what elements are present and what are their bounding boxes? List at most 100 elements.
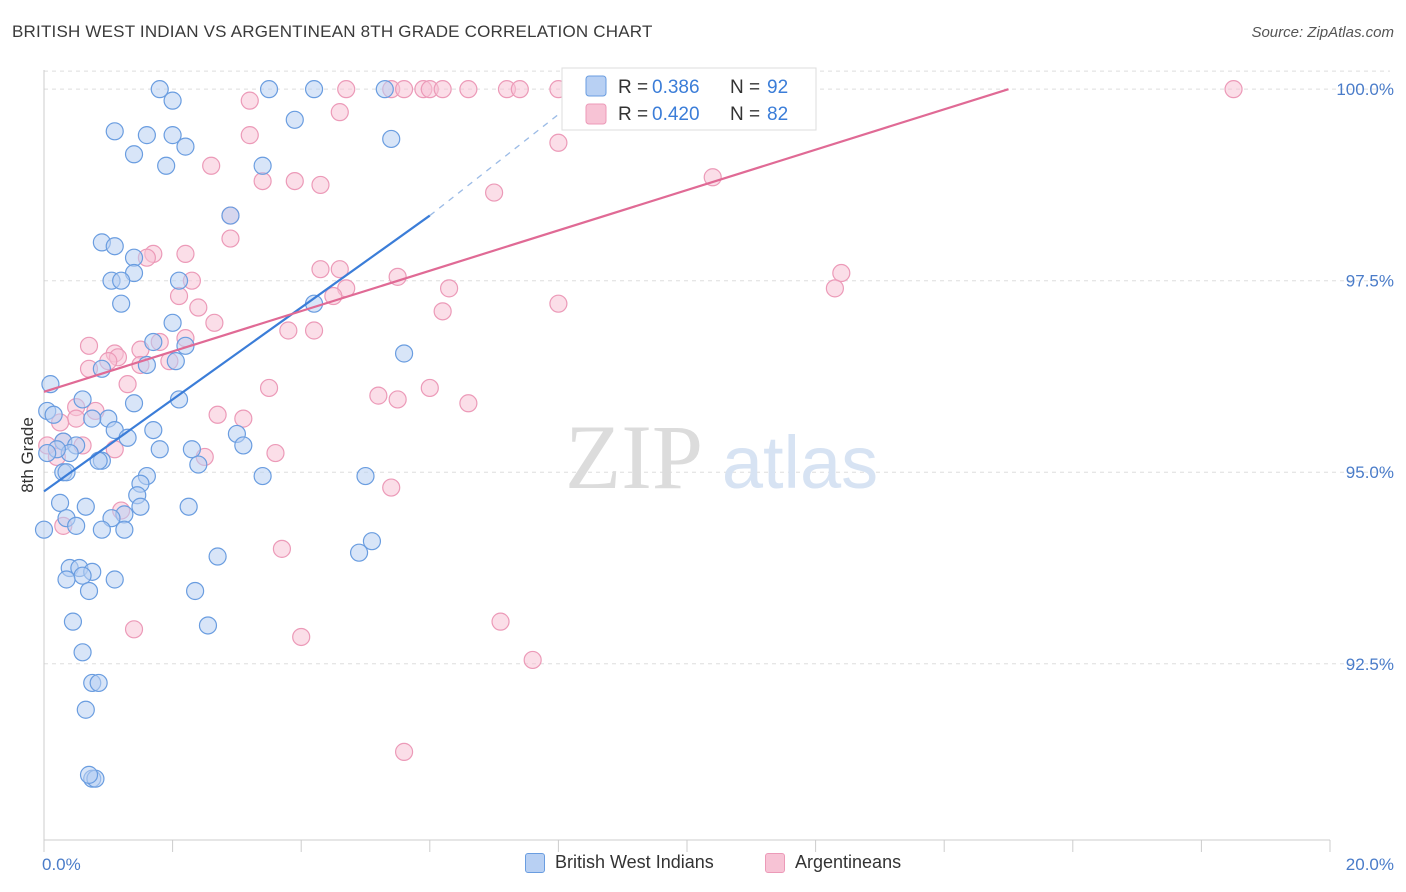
british-west-indian-point-73: [349, 543, 369, 562]
british-west-indian-point-6: [105, 122, 124, 141]
argentinean-point-64: [208, 405, 227, 424]
argentinean-point-65: [234, 409, 253, 428]
chart-title: BRITISH WEST INDIAN VS ARGENTINEAN 8TH G…: [12, 22, 653, 41]
british-west-indian-point-53: [189, 455, 208, 474]
british-west-indian-point-58: [253, 466, 272, 486]
british-west-indian-point-91: [79, 765, 99, 784]
trend-line-british-west-indians: [43, 214, 431, 493]
legend-blue-r-value: 0.386: [652, 77, 700, 98]
british-west-indian-point-13: [253, 156, 272, 175]
legend-item-argentineans[interactable]: Argentineans: [765, 852, 901, 873]
argentinean-point-12: [1224, 80, 1243, 99]
argentinean-point-30: [832, 263, 851, 283]
british-west-indian-point-24: [163, 313, 182, 332]
british-west-indian-point-74: [208, 547, 227, 566]
british-west-indian-point-78: [73, 566, 92, 585]
british-west-indian-point-68: [67, 516, 86, 535]
british-west-indian-point-28: [166, 352, 185, 371]
argentinean-point-2: [394, 80, 414, 99]
british-west-indian-point-52: [89, 451, 108, 470]
british-west-indian-point-79: [57, 570, 76, 589]
argentinean-point-59: [118, 375, 137, 394]
argentinean-point-35: [825, 279, 844, 298]
british-west-indian-point-9: [382, 129, 401, 149]
argentinean-point-77: [124, 620, 144, 639]
british-west-indian-point-80: [105, 570, 124, 589]
argentinean-point-39: [189, 298, 208, 317]
british-west-indian-point-14: [221, 206, 240, 225]
argentinean-point-62: [67, 409, 86, 428]
british-west-indians-points: [34, 80, 414, 788]
british-west-indian-point-84: [198, 616, 218, 635]
argentinean-point-41: [205, 313, 224, 332]
british-west-indian-point-27: [394, 344, 414, 363]
argentinean-point-6: [459, 80, 478, 99]
legend-blue-r-label: R =: [618, 77, 648, 98]
argentinean-point-8: [510, 80, 529, 99]
legend-pink-r-value: 0.420: [652, 104, 700, 125]
british-west-indian-point-71: [34, 520, 54, 539]
legend-blue-n-label: N =: [730, 77, 760, 98]
trend-line-argentineans: [43, 88, 1009, 393]
british-west-indian-point-63: [131, 497, 150, 516]
british-west-indian-point-17: [124, 248, 144, 267]
british-west-indian-point-43: [234, 436, 253, 455]
british-west-indian-point-48: [38, 443, 57, 463]
british-west-indian-point-11: [124, 145, 144, 164]
british-west-indian-point-82: [186, 581, 205, 601]
british-west-indian-point-87: [89, 673, 108, 693]
legend-swatch-pink: [765, 852, 785, 873]
y-axis-label: 8th Grade: [18, 417, 37, 493]
legend-label-pink: Argentineans: [795, 852, 902, 872]
argentinean-point-56: [388, 390, 407, 409]
argentinean-point-76: [272, 539, 292, 558]
argentinean-point-38: [549, 294, 568, 313]
british-west-indian-point-3: [259, 80, 279, 99]
argentinean-point-5: [433, 80, 452, 99]
british-west-indian-point-21: [169, 271, 189, 290]
argentinean-point-55: [369, 386, 388, 405]
british-west-indian-point-20: [112, 271, 131, 290]
argentinean-point-20: [311, 175, 330, 195]
british-west-indian-point-34: [169, 390, 189, 409]
y-tick-label-0: 100.0%: [1336, 80, 1394, 99]
argentinean-point-54: [259, 378, 279, 398]
argentinean-point-80: [523, 650, 542, 670]
british-west-indian-point-72: [362, 532, 382, 551]
argentinean-point-13: [240, 91, 259, 110]
legend-item-british-west-indians[interactable]: British West Indians: [525, 852, 714, 873]
source-label: Source: ZipAtlas.com: [1251, 24, 1394, 41]
argentinean-point-73: [382, 478, 401, 497]
argentinean-point-71: [266, 443, 285, 463]
british-west-indian-point-64: [179, 497, 198, 516]
argentinean-point-46: [79, 336, 99, 355]
argentinean-point-26: [176, 244, 195, 263]
british-west-indian-point-38: [83, 409, 102, 428]
british-west-indian-point-88: [76, 700, 95, 719]
legend-pink-n-value: 82: [767, 104, 788, 125]
british-west-indian-point-33: [73, 390, 92, 409]
argentinean-point-28: [311, 260, 330, 279]
argentinean-point-43: [304, 321, 324, 340]
x-tick-label-right: 20.0%: [1346, 855, 1394, 874]
british-west-indian-point-81: [79, 581, 99, 601]
british-west-indian-point-70: [115, 520, 134, 539]
argentinean-point-19: [253, 171, 272, 191]
british-west-indian-point-2: [375, 80, 394, 99]
british-west-indian-point-55: [57, 463, 76, 482]
argentinean-point-18: [285, 171, 304, 191]
british-west-indian-point-62: [76, 497, 95, 516]
watermark: ZIP atlas: [565, 406, 878, 508]
legend-swatch-blue: [525, 852, 545, 873]
british-west-indian-point-1: [304, 80, 324, 99]
british-west-indian-point-5: [285, 110, 304, 129]
british-west-indian-point-49: [150, 440, 169, 459]
legend-blue-swatch: [585, 75, 607, 97]
argentinean-point-21: [485, 183, 504, 202]
y-tick-label-2: 95.0%: [1346, 463, 1394, 482]
y-tick-label-3: 92.5%: [1346, 655, 1394, 674]
british-west-indian-point-16: [105, 237, 124, 256]
british-west-indian-point-4: [163, 91, 182, 110]
british-west-indian-point-69: [92, 520, 111, 539]
